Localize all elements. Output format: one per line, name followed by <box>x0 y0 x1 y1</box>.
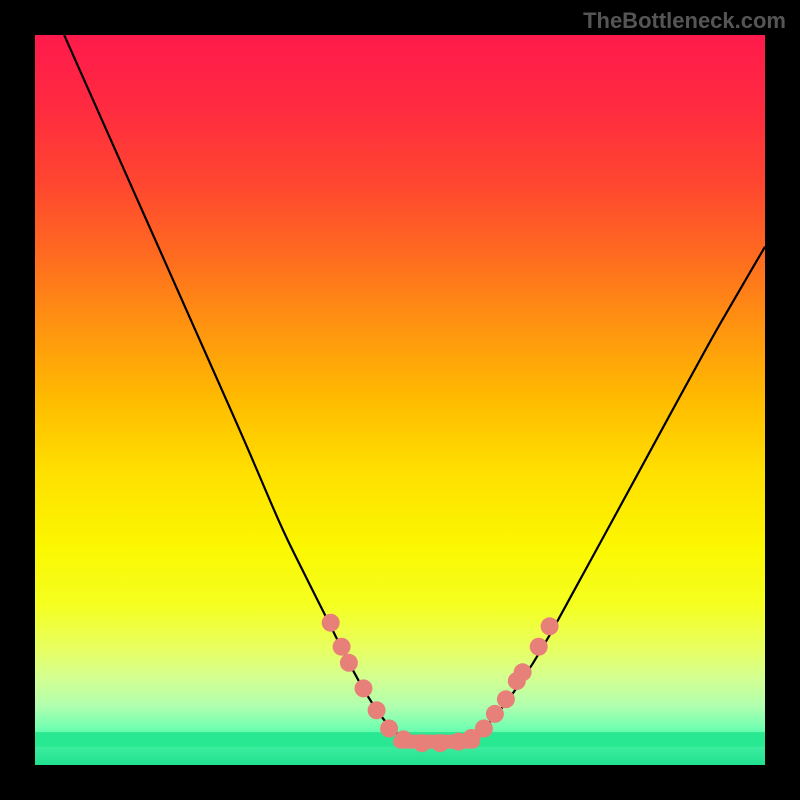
watermark-text: TheBottleneck.com <box>583 8 786 34</box>
chart-container: TheBottleneck.com <box>0 0 800 800</box>
plot-area <box>35 35 765 765</box>
bottleneck-curve-chart <box>35 35 765 765</box>
